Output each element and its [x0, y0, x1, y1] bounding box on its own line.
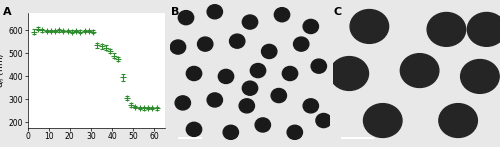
Circle shape — [250, 64, 266, 78]
Circle shape — [330, 57, 368, 90]
Circle shape — [271, 88, 286, 103]
Circle shape — [170, 40, 186, 54]
Circle shape — [439, 104, 478, 137]
Text: C: C — [334, 7, 342, 17]
Y-axis label: d$_h$ (nm): d$_h$ (nm) — [0, 53, 8, 88]
Circle shape — [287, 125, 302, 139]
Circle shape — [364, 104, 402, 137]
Circle shape — [262, 44, 277, 59]
Circle shape — [207, 93, 222, 107]
Circle shape — [218, 69, 234, 83]
Circle shape — [400, 54, 439, 87]
Text: B: B — [172, 7, 180, 17]
Circle shape — [350, 10, 389, 43]
Circle shape — [178, 11, 194, 25]
Circle shape — [207, 5, 222, 19]
Circle shape — [175, 96, 190, 110]
Circle shape — [242, 15, 258, 29]
Circle shape — [274, 8, 289, 22]
Circle shape — [255, 118, 270, 132]
Circle shape — [186, 66, 202, 81]
Circle shape — [311, 59, 326, 73]
Circle shape — [294, 37, 309, 51]
Circle shape — [242, 81, 258, 95]
Circle shape — [198, 37, 213, 51]
Circle shape — [468, 12, 500, 46]
Circle shape — [230, 34, 245, 48]
Circle shape — [282, 66, 298, 81]
Circle shape — [303, 99, 318, 113]
Circle shape — [303, 19, 318, 34]
Circle shape — [239, 99, 254, 113]
Circle shape — [316, 113, 332, 128]
Circle shape — [186, 122, 202, 136]
Circle shape — [427, 12, 466, 46]
Circle shape — [223, 125, 238, 139]
Text: A: A — [2, 7, 11, 17]
Circle shape — [460, 60, 499, 93]
